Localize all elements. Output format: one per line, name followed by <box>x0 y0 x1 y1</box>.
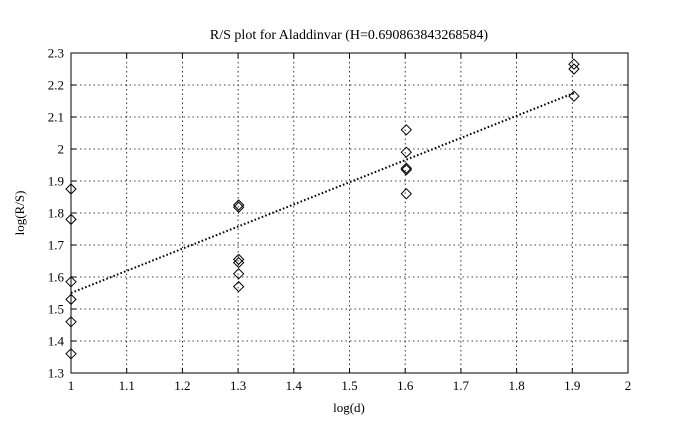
grid <box>71 53 628 373</box>
y-tick-label: 2.1 <box>48 110 64 125</box>
axis-ticks: 1 1.1 1.2 1.3 1.4 1.5 1.6 1.7 1.8 1.9 2 1.3 1.4 1.5 1.… <box>48 46 632 394</box>
data-point <box>232 201 245 213</box>
fit-line-layer <box>70 92 575 294</box>
x-tick-label: 1.1 <box>119 378 135 393</box>
data-point <box>65 276 77 288</box>
data-point <box>65 183 77 195</box>
data-point <box>232 256 245 269</box>
y-tick-label: 1.4 <box>48 334 65 349</box>
data-point <box>65 213 77 226</box>
data-point <box>400 146 413 158</box>
data-point <box>65 348 77 360</box>
y-tick-label: 1.7 <box>48 238 65 253</box>
y-tick-label: 2.2 <box>48 78 64 93</box>
x-tick-label: 1.9 <box>564 378 580 393</box>
data-point <box>400 164 413 176</box>
data-point <box>232 253 245 266</box>
data-point <box>65 293 77 306</box>
data-point <box>400 162 413 174</box>
data-point <box>232 199 245 211</box>
marker-layer <box>65 58 580 360</box>
y-tick-label: 2.3 <box>48 46 64 61</box>
data-point <box>568 58 580 70</box>
y-tick-label: 1.6 <box>48 270 65 285</box>
x-tick-label: 1.2 <box>174 378 190 393</box>
x-tick-label: 2 <box>625 378 632 393</box>
data-point <box>568 90 580 102</box>
y-tick-label: 1.9 <box>48 174 64 189</box>
x-tick-label: 1.4 <box>286 378 303 393</box>
x-tick-label: 1.5 <box>341 378 357 393</box>
chart-title: R/S plot for Aladdinvar (H=0.69086384326… <box>210 28 488 43</box>
data-point <box>400 188 413 200</box>
data-point <box>568 63 580 75</box>
x-tick-label: 1.6 <box>397 378 414 393</box>
y-axis-label: log(R/S) <box>12 191 27 236</box>
data-point <box>232 280 245 293</box>
x-tick-label: 1.3 <box>230 378 246 393</box>
x-axis-label: log(d) <box>333 400 365 415</box>
y-tick-label: 2 <box>58 142 65 157</box>
fit-line <box>70 92 575 294</box>
y-tick-label: 1.8 <box>48 206 64 221</box>
data-point <box>400 124 413 136</box>
y-tick-label: 1.5 <box>48 302 64 317</box>
data-point <box>232 268 245 280</box>
x-tick-label: 1.8 <box>508 378 524 393</box>
y-tick-label: 1.3 <box>48 366 64 381</box>
data-point <box>65 316 77 328</box>
x-tick-label: 1 <box>68 378 75 393</box>
x-tick-label: 1.7 <box>453 378 470 393</box>
